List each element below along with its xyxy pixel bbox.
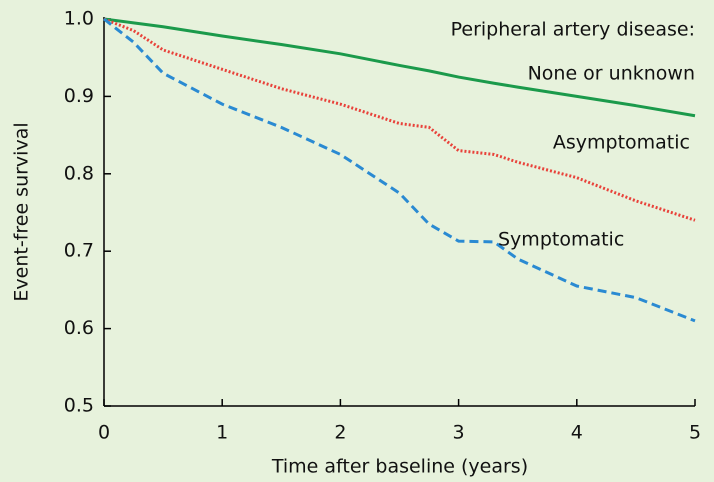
- series-label: Symptomatic: [498, 229, 624, 251]
- y-tick-label: 0.6: [64, 317, 94, 339]
- y-axis-label: Event-free survival: [11, 122, 33, 301]
- y-tick-label: 0.9: [64, 85, 94, 107]
- annotation: Peripheral artery disease:: [451, 19, 695, 41]
- x-tick-label: 3: [453, 422, 465, 444]
- series-line: [103, 17, 696, 222]
- series-label: Asymptomatic: [553, 132, 690, 154]
- x-tick-label: 2: [334, 422, 346, 444]
- x-tick-label: 4: [571, 422, 583, 444]
- x-axis-label: Time after baseline (years): [271, 456, 528, 478]
- x-tick-label: 1: [216, 422, 228, 444]
- x-tick-label: 5: [689, 422, 701, 444]
- series-label: None or unknown: [528, 63, 695, 85]
- series-line: [103, 17, 696, 323]
- series-line: [103, 17, 696, 118]
- y-tick-label: 0.7: [64, 240, 94, 262]
- y-tick-label: 0.5: [64, 395, 94, 417]
- y-tick-label: 1.0: [64, 8, 94, 30]
- y-tick-label: 0.8: [64, 162, 94, 184]
- x-tick-label: 0: [98, 422, 110, 444]
